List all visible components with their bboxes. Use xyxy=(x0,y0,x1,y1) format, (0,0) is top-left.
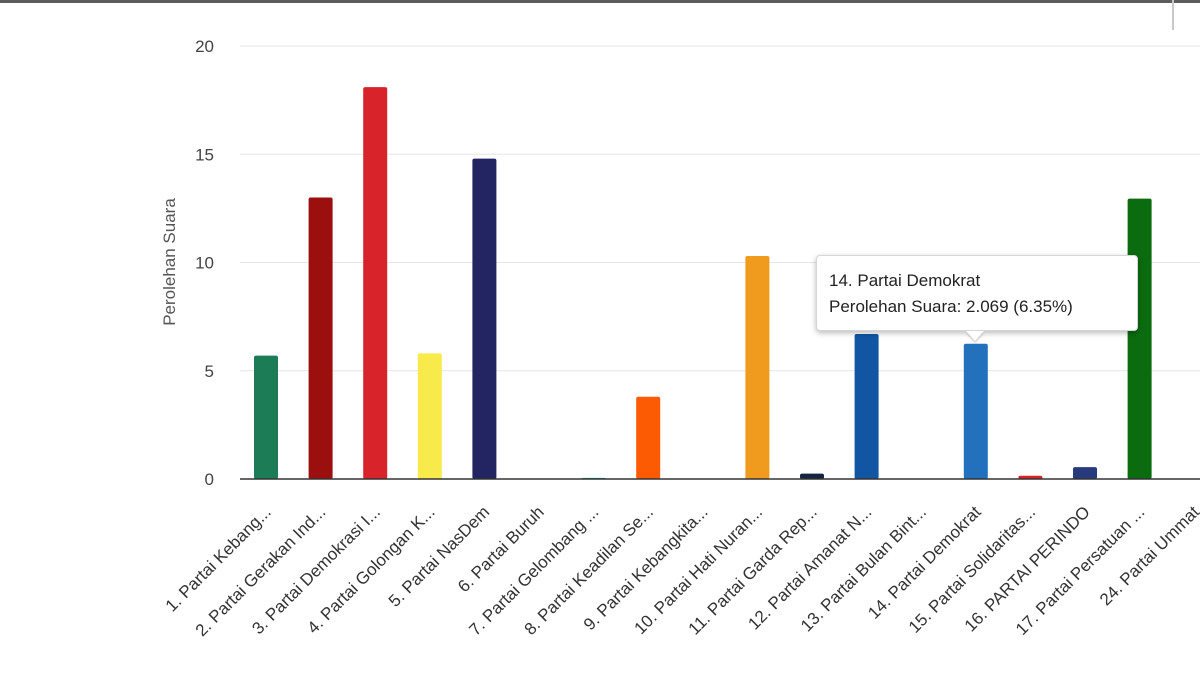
x-tick-label: 5. Partai NasDem xyxy=(385,502,493,610)
bar xyxy=(363,87,388,479)
top-border xyxy=(0,0,1200,3)
x-tick-label: 24. Partai Ummat xyxy=(1096,502,1200,609)
window-edge xyxy=(1172,0,1174,30)
tooltip-title: 14. Partai Demokrat xyxy=(829,271,981,290)
bar xyxy=(254,355,278,479)
bar xyxy=(1018,475,1043,479)
tooltip-value: Perolehan Suara: 2.069 (6.35%) xyxy=(829,297,1073,316)
bar xyxy=(472,158,497,479)
y-tick-label: 15 xyxy=(195,145,214,164)
bar xyxy=(800,473,824,479)
bar xyxy=(1073,467,1097,479)
y-tick-label: 10 xyxy=(195,254,214,273)
bar xyxy=(636,396,661,479)
x-tick-label: 1. Partai Kebang... xyxy=(162,502,275,615)
tooltip-pointer xyxy=(966,331,984,341)
y-tick-label: 20 xyxy=(195,37,214,56)
bars xyxy=(240,87,1200,480)
bar xyxy=(417,353,442,479)
y-tick-label: 0 xyxy=(205,470,214,489)
y-axis-ticks: 0 5 10 15 20 xyxy=(195,37,214,489)
bar xyxy=(745,256,770,479)
bar xyxy=(854,333,879,479)
bar xyxy=(308,197,333,480)
y-axis-title: Perolehan Suara xyxy=(160,198,179,326)
bar xyxy=(1127,198,1152,479)
x-axis-labels: 1. Partai Kebang...2. Partai Gerakan Ind… xyxy=(162,502,1200,640)
bar xyxy=(963,343,988,479)
y-tick-label: 5 xyxy=(205,362,214,381)
bar-tooltip: 14. Partai Demokrat Perolehan Suara: 2.0… xyxy=(816,255,1138,341)
